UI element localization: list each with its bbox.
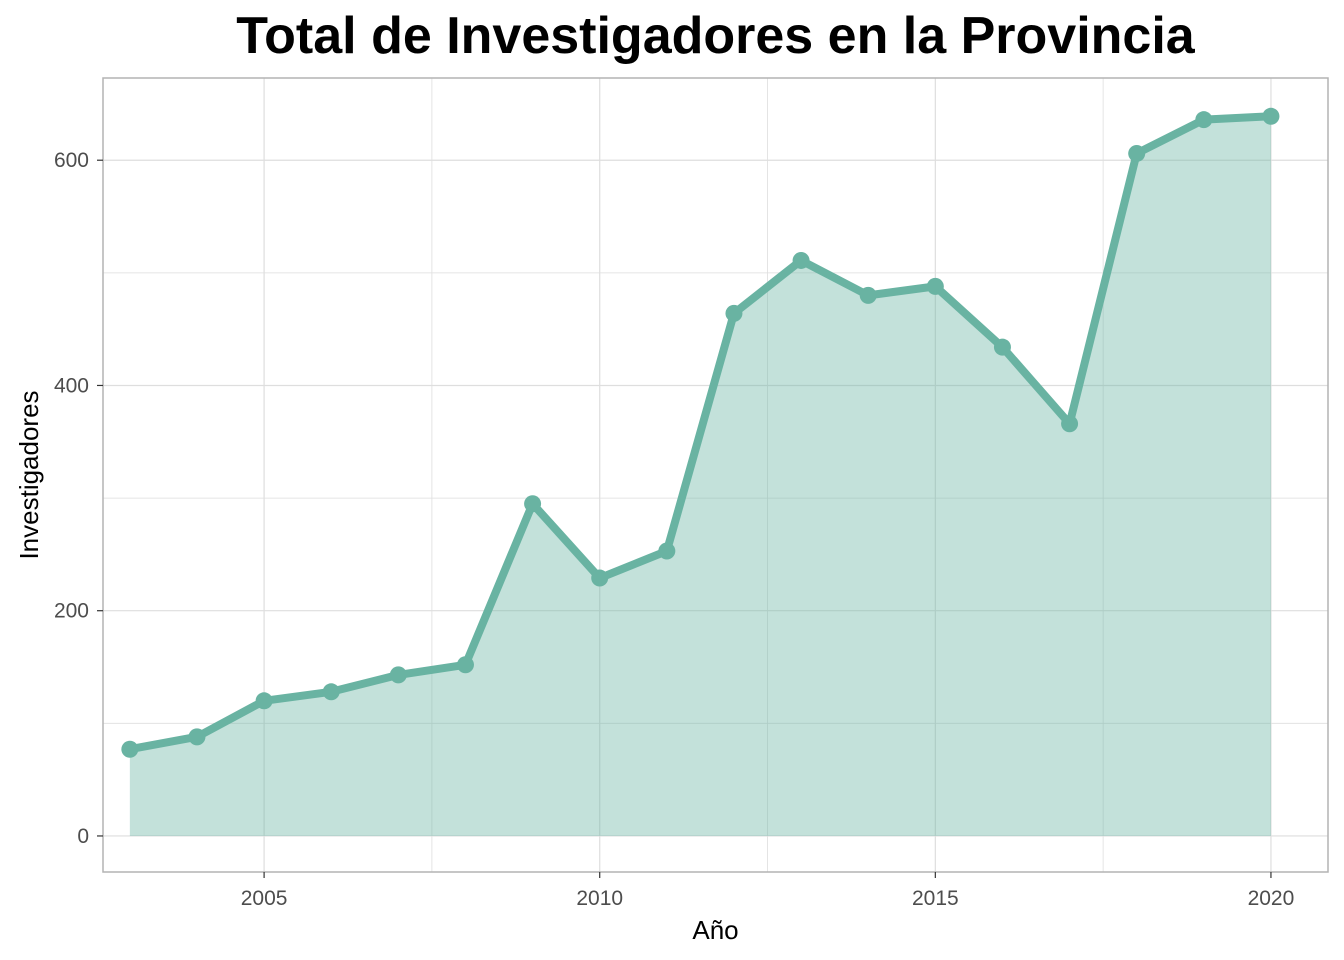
x-tick-label: 2010 (576, 887, 623, 910)
data-point-2005 (255, 692, 273, 710)
minor-gridlines (103, 78, 1328, 872)
data-point-2006 (322, 683, 340, 701)
x-tick-label: 2015 (912, 887, 959, 910)
y-axis-title: Investigadores (14, 390, 44, 559)
y-tick-label: 0 (77, 825, 89, 848)
panel-border (102, 77, 1329, 873)
x-tick-label: 2020 (1248, 887, 1295, 910)
data-point-2015 (926, 277, 944, 295)
series-line (125, 112, 1275, 754)
major-gridlines (103, 78, 1328, 872)
data-point-2019 (1195, 111, 1213, 129)
data-point-2014 (859, 286, 877, 304)
data-point-2016 (993, 338, 1011, 356)
y-tick-label: 600 (54, 149, 89, 172)
data-point-2012 (725, 304, 743, 322)
x-axis-title: Año (692, 915, 738, 945)
data-points (121, 107, 1280, 758)
y-tick-label: 400 (54, 374, 89, 397)
data-point-2020 (1262, 107, 1280, 125)
data-point-2010 (591, 569, 609, 587)
data-point-2018 (1128, 144, 1146, 162)
x-tick-label: 2005 (241, 887, 288, 910)
data-point-2003 (121, 740, 139, 758)
data-point-2007 (389, 666, 407, 684)
chart-title: Total de Investigadores en la Provincia (236, 7, 1195, 65)
data-point-2013 (792, 251, 810, 269)
data-point-2004 (188, 728, 206, 746)
area-fill (129, 116, 1271, 836)
data-point-2011 (658, 542, 676, 560)
data-point-2009 (524, 495, 542, 513)
data-point-2017 (1061, 415, 1079, 433)
y-axis-ticks: 0 200 400 600 (54, 149, 103, 848)
y-tick-label: 200 (54, 600, 89, 623)
data-point-2008 (456, 656, 474, 674)
x-axis-ticks: 2005 2010 2015 2020 (241, 872, 1295, 910)
